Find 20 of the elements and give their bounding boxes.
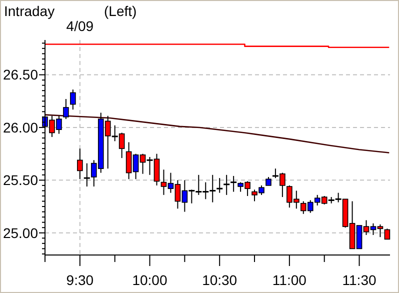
- chart-title: Intraday: [4, 3, 55, 19]
- x-tick-label: 11:00: [272, 272, 307, 288]
- candlestick: [230, 175, 238, 192]
- chart-subtitle: (Left): [104, 3, 137, 19]
- x-tick-label: 10:30: [202, 272, 238, 288]
- candlestick: [222, 174, 230, 196]
- y-tick-label: 25.00: [2, 224, 38, 241]
- candlestick: [70, 89, 76, 110]
- y-tick-label: 26.00: [2, 119, 38, 136]
- y-tick-label: 26.50: [2, 66, 38, 83]
- candlestick: [384, 228, 390, 240]
- candlestick: [77, 148, 83, 180]
- candlestick: [216, 178, 224, 194]
- x-tick-label: 10:00: [132, 272, 168, 288]
- ref-line-label: 4/09: [66, 18, 94, 34]
- candlestick: [63, 98, 69, 120]
- x-tick-label: 11:30: [342, 272, 376, 288]
- x-tick-label: 9:30: [66, 272, 94, 288]
- y-tick-label: 25.50: [2, 172, 38, 188]
- candlestick: [83, 162, 91, 187]
